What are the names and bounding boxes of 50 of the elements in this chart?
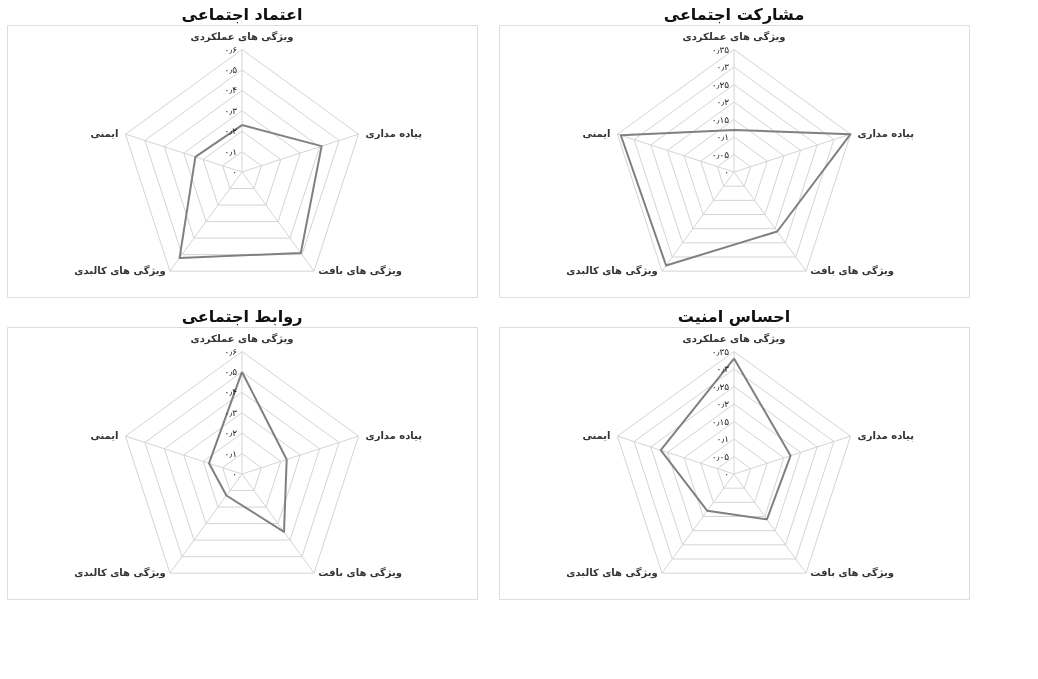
spoke-label: ویژگی های عملکردی bbox=[190, 30, 294, 44]
chart-title: روابط اجتماعی bbox=[181, 307, 303, 326]
spoke-label: پیاده مداری bbox=[365, 128, 423, 141]
y-tick-label: ۰٫۳ bbox=[224, 105, 238, 116]
spoke-label: ویژگی های کالبدی bbox=[74, 566, 166, 580]
spoke-label: ویژگی های کالبدی bbox=[566, 264, 658, 278]
y-tick-label: ۰٫۵ bbox=[224, 64, 238, 75]
spoke-label: ایمنی bbox=[582, 430, 611, 442]
chart-title: اعتماد اجتماعی bbox=[181, 5, 303, 24]
spoke-label: ویژگی های بافت bbox=[318, 566, 402, 580]
spoke-label: ویژگی های عملکردی bbox=[682, 332, 786, 346]
spoke-label: ایمنی bbox=[90, 430, 119, 442]
spoke-label: ویژگی های بافت bbox=[318, 264, 402, 278]
spoke-label: پیاده مداری bbox=[857, 430, 915, 443]
y-tick-label: ۰٫۳۵ bbox=[711, 44, 730, 55]
y-tick-label: ۰٫۱۵ bbox=[711, 114, 730, 125]
y-tick-label: ۰٫۲ bbox=[224, 428, 238, 439]
y-tick-label: ۰٫۱ bbox=[224, 146, 238, 157]
spoke-label: ویژگی های کالبدی bbox=[74, 264, 166, 278]
spoke-label: ویژگی های کالبدی bbox=[566, 566, 658, 580]
y-tick-label: ۰٫۱ bbox=[716, 434, 730, 445]
y-tick-label: ۰٫۲۵ bbox=[711, 79, 730, 90]
y-tick-label: ۰٫۶ bbox=[224, 346, 238, 357]
y-tick-label: ۰٫۱ bbox=[224, 448, 238, 459]
y-tick-label: ۰٫۶ bbox=[224, 44, 238, 55]
chart-title: احساس امنیت bbox=[677, 307, 791, 326]
y-tick-label: ۰٫۰۵ bbox=[711, 149, 730, 160]
chart-title: مشارکت اجتماعی bbox=[663, 5, 805, 24]
y-tick-label: ۰٫۳۵ bbox=[711, 346, 730, 357]
y-tick-label: ۰٫۱۵ bbox=[711, 416, 730, 427]
y-tick-label: ۰٫۵ bbox=[224, 366, 238, 377]
spoke-label: ویژگی های عملکردی bbox=[190, 332, 294, 346]
y-tick-label: ۰٫۴ bbox=[224, 85, 238, 96]
y-tick-label: ۰٫۲ bbox=[716, 97, 730, 108]
spoke-label: ایمنی bbox=[582, 128, 611, 140]
spoke-label: ایمنی bbox=[90, 128, 119, 140]
spoke-label: پیاده مداری bbox=[857, 128, 915, 141]
y-tick-label: ۰٫۰۵ bbox=[711, 451, 730, 462]
y-tick-label: ۰٫۲۵ bbox=[711, 381, 730, 392]
spoke-label: ویژگی های بافت bbox=[810, 264, 894, 278]
y-tick-label: ۰ bbox=[724, 469, 730, 480]
y-tick-label: ۰٫۳ bbox=[716, 62, 730, 73]
y-tick-label: ۰٫۱ bbox=[716, 132, 730, 143]
y-tick-label: ۰ bbox=[232, 469, 238, 480]
spoke-label: ویژگی های بافت bbox=[810, 566, 894, 580]
spoke-label: پیاده مداری bbox=[365, 430, 423, 443]
y-tick-label: ۰ bbox=[724, 167, 730, 178]
y-tick-label: ۰ bbox=[232, 167, 238, 178]
spoke-label: ویژگی های عملکردی bbox=[682, 30, 786, 44]
y-tick-label: ۰٫۲ bbox=[716, 399, 730, 410]
